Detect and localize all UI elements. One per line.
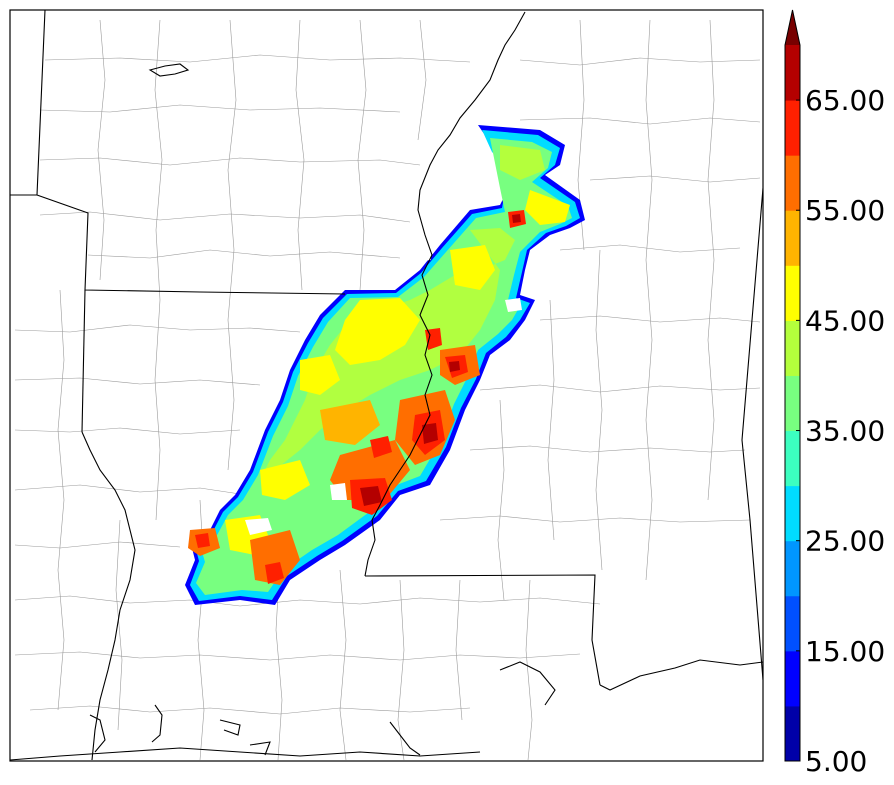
colorbar-segment <box>785 320 800 376</box>
colorbar-tick-label: 55.00 <box>805 194 885 227</box>
colorbar-segment <box>785 265 800 321</box>
colorbar-segment <box>785 595 800 652</box>
colorbar-segment <box>785 705 800 762</box>
colorbar-segment <box>785 155 800 211</box>
river-lines <box>10 11 763 761</box>
precipitation-field <box>185 125 585 605</box>
state-boundaries <box>10 10 763 686</box>
colorbar-segment <box>785 485 800 542</box>
map-frame <box>9 9 764 762</box>
colorbar-segment <box>785 45 800 101</box>
colorbar-tick-label: 45.00 <box>805 304 885 337</box>
colorbar-segment <box>785 210 800 266</box>
colorbar-tick-label: 15.00 <box>805 635 885 668</box>
colorbar-segment <box>785 430 800 487</box>
colorbar-segment <box>785 540 800 597</box>
colorbar-tick-label: 65.00 <box>805 84 885 117</box>
colorbar-segment <box>785 375 800 432</box>
colorbar-segment <box>785 650 800 707</box>
colorbar-tick-label: 5.00 <box>805 745 867 778</box>
colorbar-tick-label: 25.00 <box>805 525 885 558</box>
colorbar-extend-arrow <box>785 10 800 45</box>
colorbar-tick-label: 35.00 <box>805 415 885 448</box>
colorbar-segment <box>785 100 800 156</box>
